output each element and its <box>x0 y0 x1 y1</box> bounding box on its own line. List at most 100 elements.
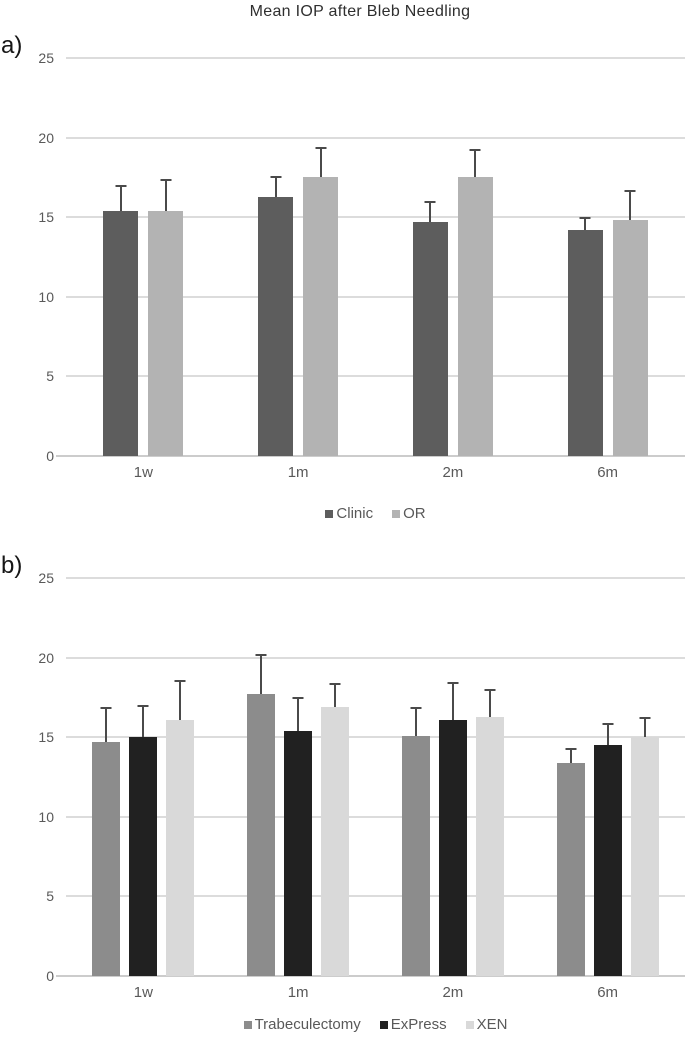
x-axis-line <box>56 455 685 457</box>
legend-label: Clinic <box>336 505 374 522</box>
gridline <box>66 577 685 579</box>
legend-swatch-icon <box>243 1020 252 1029</box>
error-bar <box>160 179 172 211</box>
y-tick-label: 25 <box>38 50 54 66</box>
error-bar-cap <box>424 201 436 204</box>
gridline <box>66 57 685 59</box>
legend-b: Trabeculectomy ExPress XEN <box>66 1016 685 1033</box>
bar-trabeculectomy-1w <box>92 706 121 976</box>
bar-clinic-2m <box>412 201 448 456</box>
bar-group-2m <box>376 578 531 976</box>
gridline <box>66 656 685 659</box>
gridline <box>66 815 685 818</box>
error-bar-cap <box>579 217 591 220</box>
error-bar <box>624 190 636 221</box>
bar-group-6m <box>530 578 685 976</box>
x-tick-label-1w: 1w <box>133 984 153 1001</box>
error-bar <box>255 654 267 695</box>
error-bar <box>329 683 341 707</box>
y-tick-label: 20 <box>38 129 54 146</box>
bar-clinic-1w <box>103 185 139 456</box>
legend-label: OR <box>403 505 426 522</box>
error-bar-cap <box>447 681 459 684</box>
plot-area-b: 0 5 10 15 20 25 <box>38 570 685 984</box>
x-tick-label-1w: 1w <box>133 464 153 481</box>
error-bar-cap <box>315 147 327 150</box>
panel-b: b) 0 5 10 15 20 25 1w 1m 2m 6m Trabeculectomy ExP… <box>0 520 685 1049</box>
error-bar-cap <box>160 179 172 182</box>
legend-swatch-icon <box>325 509 334 518</box>
bar-express-2m <box>438 681 467 976</box>
bar-xen-2m <box>475 689 504 976</box>
x-tick-label-6m: 6m <box>597 464 619 481</box>
y-tick-label: 10 <box>38 288 54 305</box>
error-bar-cap <box>100 706 112 709</box>
error-bar <box>410 706 422 736</box>
error-bar <box>484 689 496 717</box>
y-tick-label: 0 <box>46 968 54 984</box>
bar-xen-1w <box>166 679 195 976</box>
bar-or-2m <box>457 148 493 456</box>
bar-or-1w <box>148 179 184 456</box>
bar-or-1m <box>303 147 339 456</box>
error-bar-cap <box>602 722 614 725</box>
error-bar-cap <box>255 654 267 657</box>
gridline <box>66 736 685 739</box>
panel-b-label: b) <box>1 552 23 579</box>
gridline <box>66 375 685 378</box>
legend-item-clinic: Clinic <box>325 505 373 522</box>
y-tick-label: 10 <box>38 808 54 825</box>
error-bar-cap <box>565 748 577 751</box>
legend-label: XEN <box>476 1016 508 1033</box>
gridline <box>66 136 685 139</box>
bar-group-6m <box>530 58 685 456</box>
x-axis-labels-a: 1w 1m 2m 6m <box>66 464 685 481</box>
error-bar <box>174 679 186 720</box>
error-bar <box>469 148 481 178</box>
y-tick-label: 20 <box>38 649 54 666</box>
legend-label: Trabeculectomy <box>254 1016 361 1033</box>
error-bar <box>115 185 127 211</box>
x-tick-label-2m: 2m <box>442 464 464 481</box>
bar-group-1m <box>221 578 376 976</box>
bar-group-1m <box>221 58 376 456</box>
bar-trabeculectomy-6m <box>556 748 585 976</box>
error-bar-cap <box>410 706 422 709</box>
gridline <box>66 216 685 219</box>
error-bar-cap <box>484 689 496 692</box>
chart-title: Mean IOP after Bleb Needling <box>249 3 471 20</box>
y-tick-label: 5 <box>46 368 54 385</box>
bar-trabeculectomy-2m <box>401 706 430 976</box>
error-bar <box>602 722 614 746</box>
y-tick-label: 15 <box>38 729 54 746</box>
x-tick-label-1m: 1m <box>287 984 309 1001</box>
gridline <box>66 895 685 898</box>
error-bar-cap <box>115 185 127 188</box>
error-bar <box>292 697 304 731</box>
legend-swatch-icon <box>379 1020 388 1029</box>
bar-xen-6m <box>630 716 659 976</box>
error-bar <box>424 201 436 222</box>
bar-xen-1m <box>321 683 350 976</box>
legend-swatch-icon <box>392 509 401 518</box>
legend-item-or: OR <box>392 505 426 522</box>
bar-group-2m <box>376 58 531 456</box>
error-bar <box>447 681 459 720</box>
error-bar-cap <box>174 679 186 682</box>
bar-groups <box>66 58 685 456</box>
error-bar-cap <box>292 697 304 700</box>
error-bar <box>565 748 577 763</box>
error-bar <box>100 706 112 742</box>
panel-a: a) 0 5 10 15 20 25 1w 1m 2m 6m Clinic OR <box>1 32 685 522</box>
legend-item-xen: XEN <box>465 1016 508 1033</box>
error-bar <box>270 175 282 197</box>
bar-express-6m <box>593 722 622 976</box>
x-tick-label-6m: 6m <box>597 984 619 1001</box>
error-bar <box>137 705 149 738</box>
legend-a: Clinic OR <box>66 505 685 522</box>
error-bar-cap <box>624 190 636 193</box>
panel-a-label: a) <box>1 32 23 59</box>
x-axis-labels-b: 1w 1m 2m 6m <box>66 984 685 1001</box>
y-tick-label: 15 <box>38 209 54 226</box>
bar-trabeculectomy-1m <box>247 654 276 976</box>
